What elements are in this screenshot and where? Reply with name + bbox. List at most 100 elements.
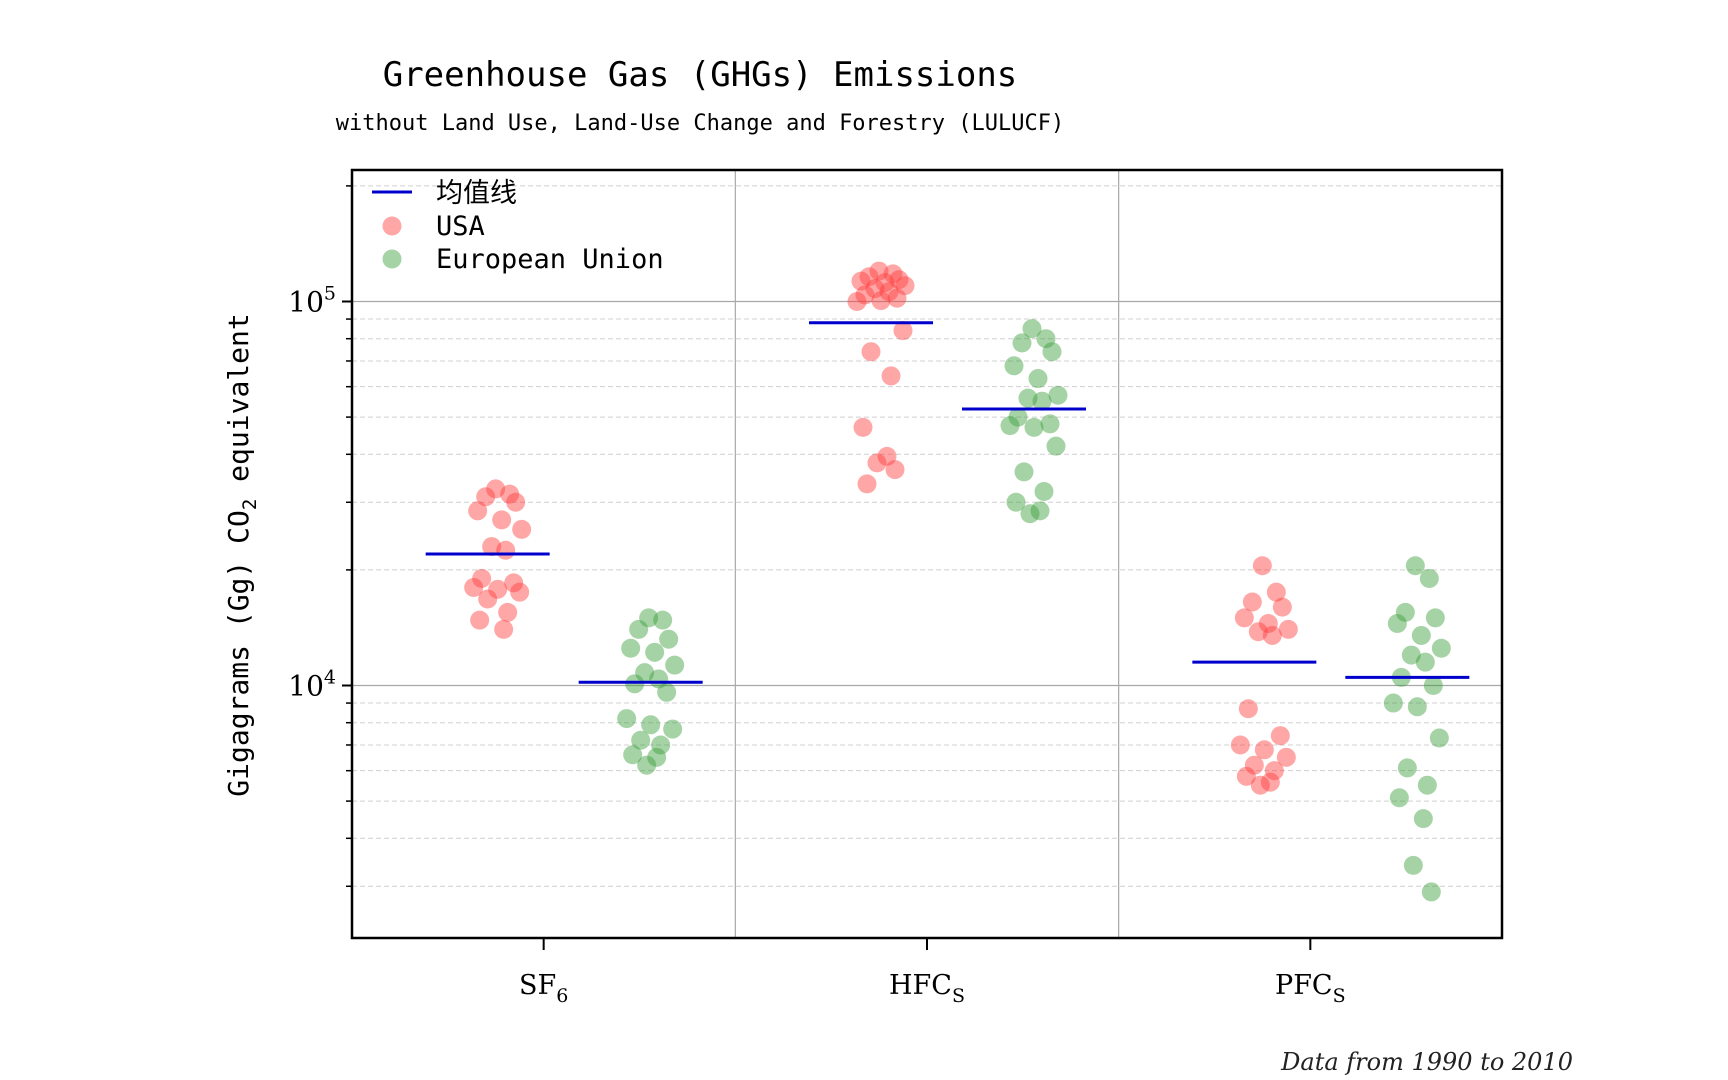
usa-point <box>883 264 903 284</box>
usa-point <box>1234 608 1254 628</box>
usa-point <box>869 261 889 281</box>
chart-title: Greenhouse Gas (GHGs) Emissions <box>383 55 1018 95</box>
eu-point <box>1383 693 1403 713</box>
usa-point <box>893 321 913 341</box>
eu-point <box>1411 625 1431 645</box>
x-tick-label-base: HFC <box>889 970 952 1001</box>
usa-point <box>855 285 875 305</box>
usa-point <box>1264 761 1284 781</box>
usa-point <box>476 487 496 507</box>
legend-eu-swatch <box>382 249 402 269</box>
eu-point <box>1046 436 1066 456</box>
usa-point <box>887 288 907 308</box>
usa-point <box>895 276 915 296</box>
y-axis-label-sub: 2 <box>239 499 261 510</box>
usa-point <box>859 267 879 287</box>
usa-point <box>889 270 909 290</box>
usa-point <box>512 519 532 539</box>
usa-point <box>494 619 514 639</box>
eu-point <box>1407 697 1427 717</box>
usa-point <box>1276 747 1296 767</box>
usa-point <box>496 540 516 560</box>
y-tick-base: 10 <box>288 669 324 702</box>
mean-lines <box>425 321 1470 684</box>
eu-point <box>1040 414 1060 434</box>
eu-point <box>663 719 683 739</box>
eu-point <box>1423 675 1443 695</box>
eu-point <box>641 715 661 735</box>
eu-point <box>629 619 649 639</box>
usa-point <box>1278 619 1298 639</box>
eu-point <box>1036 329 1056 349</box>
y-tick-label: 104 <box>288 666 336 702</box>
x-tick-label: PFCS <box>1275 970 1346 1007</box>
eu-point <box>1006 492 1026 512</box>
chart-subtitle: without Land Use, Land-Use Change and Fo… <box>336 111 1064 136</box>
eu-point <box>1048 385 1068 405</box>
usa-point <box>857 474 877 494</box>
usa-point <box>871 291 891 311</box>
usa-point <box>478 589 498 609</box>
x-tick-label-sub: S <box>1333 985 1346 1007</box>
usa-point <box>482 537 502 557</box>
eu-point <box>1387 614 1407 634</box>
eu-point <box>1431 638 1451 658</box>
y-axis-label: Gigagrams (Gg) CO2 equivalent <box>222 313 261 796</box>
usa-point <box>1260 772 1280 792</box>
x-tick-label-sub: S <box>952 985 965 1007</box>
eu-point <box>649 669 669 689</box>
eu-point <box>639 608 659 628</box>
usa-point <box>1266 582 1286 602</box>
usa-point <box>1244 755 1264 775</box>
eu-point <box>635 663 655 683</box>
eu-point <box>647 747 667 767</box>
usa-point <box>861 342 881 362</box>
data-points <box>464 261 1451 902</box>
usa-point <box>504 573 524 593</box>
usa-point <box>472 568 492 588</box>
eu-point <box>1425 608 1445 628</box>
eu-point <box>617 709 637 729</box>
usa-point <box>1262 625 1282 645</box>
usa-point <box>498 602 518 622</box>
usa-point <box>510 582 530 602</box>
eu-point <box>1000 416 1020 436</box>
usa-point <box>468 501 488 521</box>
usa-point <box>1272 597 1292 617</box>
y-axis-label-pre: Gigagrams (Gg) CO <box>222 510 255 797</box>
y-tick-base: 10 <box>288 285 324 318</box>
eu-point <box>631 730 651 750</box>
footnote: Data from 1990 to 2010 <box>1280 1048 1573 1076</box>
usa-point <box>488 579 508 599</box>
eu-point <box>637 755 657 775</box>
eu-point <box>1403 855 1423 875</box>
eu-point <box>1022 319 1042 339</box>
usa-point <box>847 291 867 311</box>
eu-point <box>1389 788 1409 808</box>
eu-point <box>645 642 665 662</box>
eu-point <box>1008 407 1028 427</box>
usa-point <box>865 279 885 299</box>
usa-point <box>500 484 520 504</box>
eu-point <box>1413 809 1433 829</box>
eu-point <box>1032 391 1052 411</box>
x-tick-label-base: PFC <box>1275 970 1333 1001</box>
eu-point <box>1020 504 1040 524</box>
eu-point <box>653 610 673 630</box>
eu-point <box>1030 501 1050 521</box>
usa-point <box>492 510 512 530</box>
x-tick-label-sub: 6 <box>556 985 568 1007</box>
x-axis-ticks: SF6 HFCS PFCS <box>519 938 1346 1007</box>
eu-point <box>1034 482 1054 502</box>
eu-point <box>659 629 679 649</box>
eu-point <box>1419 568 1439 588</box>
usa-point <box>1230 735 1250 755</box>
eu-point <box>651 735 671 755</box>
usa-point <box>464 577 484 597</box>
eu-point <box>665 655 685 675</box>
legend-usa-label: USA <box>436 211 485 242</box>
usa-point <box>506 492 526 512</box>
eu-point <box>1415 652 1435 672</box>
eu-point <box>1004 356 1024 376</box>
